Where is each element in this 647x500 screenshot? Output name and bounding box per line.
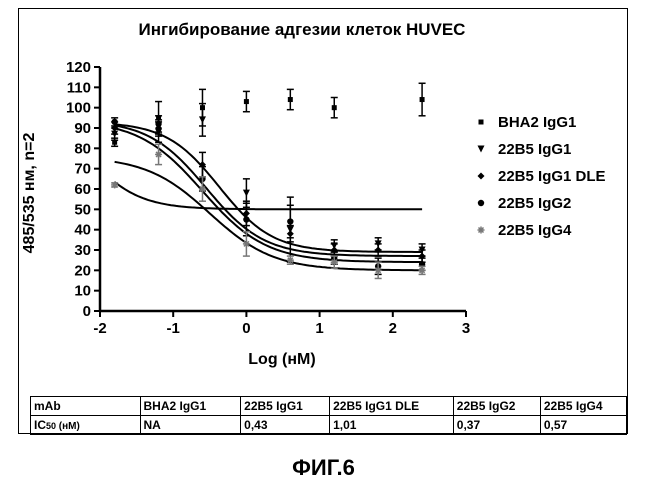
legend-marker xyxy=(478,200,484,206)
legend-label: 22B5 IgG2 xyxy=(498,195,571,212)
table-header-cell: 22B5 IgG4 xyxy=(540,397,626,416)
data-point xyxy=(332,105,337,110)
legend-label: BHA2 IgG1 xyxy=(498,114,576,131)
ic50-chart: Ингибирование адгезии клеток HUVEC -2 -1 0… xyxy=(19,9,629,389)
data-point xyxy=(287,218,293,224)
y-tick-label: 120 xyxy=(66,59,91,76)
data-point xyxy=(243,190,250,197)
table-header-cell: 22B5 IgG1 DLE xyxy=(330,397,454,416)
data-point xyxy=(199,186,206,193)
table-cell: 0,43 xyxy=(241,416,330,435)
x-axis-label: Log (нМ) xyxy=(248,351,315,368)
data-point xyxy=(199,116,206,123)
x-tick-label: -2 xyxy=(93,320,106,337)
ic50-label-sub: 50 xyxy=(46,421,56,431)
legend-marker xyxy=(478,146,485,153)
plot-area xyxy=(111,83,425,278)
table-cell: 0,37 xyxy=(453,416,540,435)
legend: BHA2 IgG1 22B5 IgG1 22B5 IgG1 DLE 22B5 IgG2… xyxy=(478,114,606,239)
table-cell: NA xyxy=(140,416,241,435)
legend-marker xyxy=(478,227,485,234)
table-cell: 0,57 xyxy=(540,416,626,435)
y-tick-label: 80 xyxy=(74,140,91,157)
data-point xyxy=(288,97,293,102)
y-tick-label: 20 xyxy=(74,262,91,279)
data-point xyxy=(155,151,162,158)
chart-title: Ингибирование адгезии клеток HUVEC xyxy=(139,20,466,39)
table-header-cell: mAb xyxy=(31,397,141,416)
y-tick-label: 0 xyxy=(83,303,91,320)
data-point xyxy=(375,267,382,274)
data-point xyxy=(243,240,250,247)
data-point xyxy=(111,119,117,125)
data-point xyxy=(155,121,161,127)
y-tick-label: 90 xyxy=(74,120,91,137)
x-tick-label: 0 xyxy=(242,320,250,337)
x-tick-label: 2 xyxy=(389,320,397,337)
legend-marker xyxy=(478,173,485,180)
y-tick-label: 50 xyxy=(74,201,91,218)
ic50-label-unit: (нМ) xyxy=(56,421,80,432)
y-tick-label: 60 xyxy=(74,181,91,198)
table-cell: 1,01 xyxy=(330,416,454,435)
y-tick-label: 30 xyxy=(74,242,91,259)
table-row: IC50 (нМ) NA 0,43 1,01 0,37 0,57 xyxy=(31,416,627,435)
y-tick-label: 40 xyxy=(74,222,91,239)
y-tick-label: 110 xyxy=(67,79,91,96)
fit-curve xyxy=(115,182,423,209)
ic50-label-main: IC xyxy=(34,418,46,432)
axes: -2-101230102030405060708090100110120 xyxy=(66,59,470,337)
x-tick-label: 1 xyxy=(315,320,323,337)
table-header-cell: 22B5 IgG1 xyxy=(241,397,330,416)
figure-caption: ФИГ.6 xyxy=(0,455,647,481)
fit-curve xyxy=(115,162,423,270)
y-axis-label: 485/535 нм, n=2 xyxy=(21,133,38,254)
x-tick-label: -1 xyxy=(167,320,180,337)
table-header-cell: 22B5 IgG2 xyxy=(453,397,540,416)
y-tick-label: 70 xyxy=(74,161,91,178)
data-point xyxy=(287,257,294,264)
data-point xyxy=(111,181,118,188)
data-point xyxy=(419,267,426,274)
y-tick-label: 10 xyxy=(74,283,91,300)
ic50-table: mAb BHA2 IgG1 22B5 IgG1 22B5 IgG1 DLE 22… xyxy=(30,396,627,435)
legend-label: 22B5 IgG1 xyxy=(498,141,571,158)
y-tick-label: 100 xyxy=(66,100,91,117)
legend-label: 22B5 IgG1 DLE xyxy=(498,168,606,185)
figure-frame: Ингибирование адгезии клеток HUVEC -2 -1 0… xyxy=(18,8,628,434)
data-point xyxy=(244,99,249,104)
ic50-row-label: IC50 (нМ) xyxy=(31,416,141,435)
data-point xyxy=(243,216,249,222)
legend-label: 22B5 IgG4 xyxy=(498,222,572,239)
table-header-cell: BHA2 IgG1 xyxy=(140,397,241,416)
table-header-row: mAb BHA2 IgG1 22B5 IgG1 22B5 IgG1 DLE 22… xyxy=(31,397,627,416)
legend-marker xyxy=(479,120,484,125)
x-tick-label: 3 xyxy=(462,320,470,337)
data-point xyxy=(420,97,425,102)
data-point xyxy=(331,259,338,266)
